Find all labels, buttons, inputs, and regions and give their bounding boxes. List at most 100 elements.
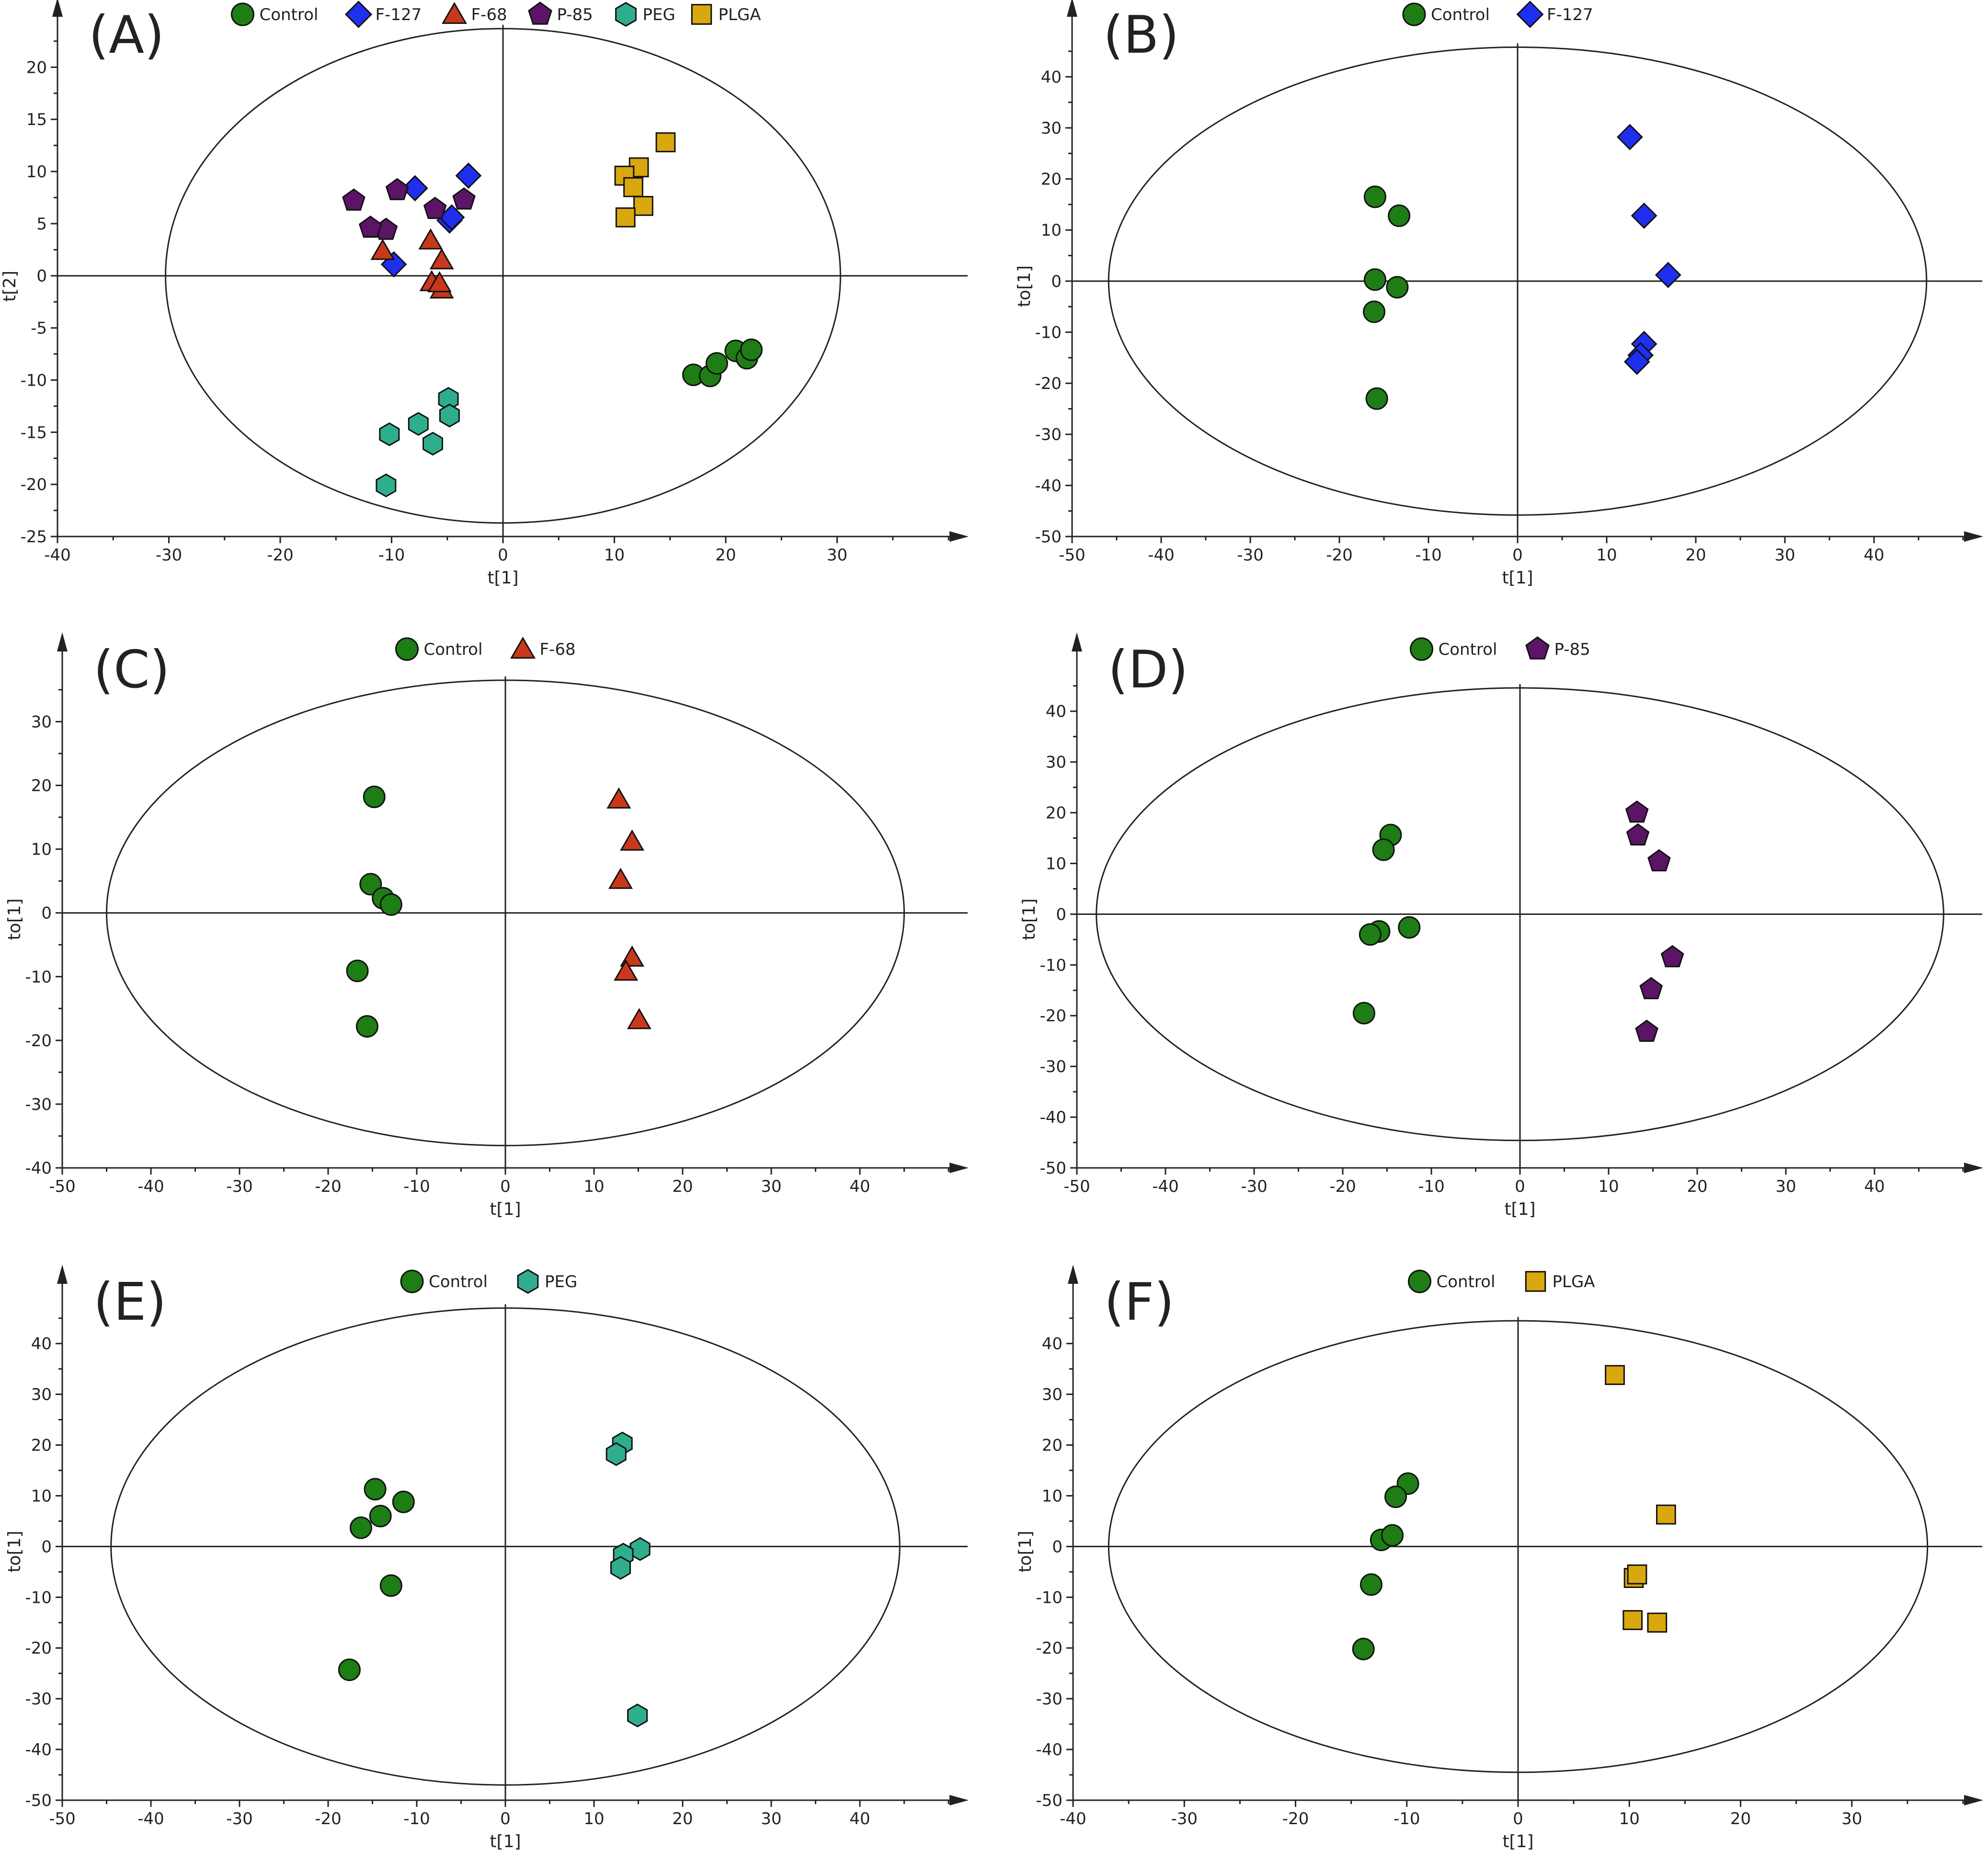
panel-b: -50 -40 -30 -20 -10 0 10 20 30 40 -50 -40 -30 -20 -10 0… bbox=[1015, 0, 1983, 588]
legend-label: PLGA bbox=[719, 5, 761, 24]
y-tick-label: -40 bbox=[25, 1740, 52, 1759]
data-point bbox=[1639, 977, 1663, 999]
data-point bbox=[1352, 1002, 1375, 1025]
x-tick-label: 20 bbox=[715, 546, 736, 565]
x-tick-label: -20 bbox=[1329, 1177, 1356, 1196]
x-tick-label: 30 bbox=[1841, 1809, 1862, 1828]
legend-label: F-127 bbox=[376, 5, 422, 24]
series-control bbox=[1363, 185, 1411, 410]
legend-label: P-85 bbox=[557, 5, 593, 24]
x-tick-label: -20 bbox=[315, 1177, 342, 1196]
legend-label: Control bbox=[429, 1272, 488, 1291]
y-axis-arrow bbox=[57, 1265, 68, 1284]
x-tick-label: 0 bbox=[1513, 1809, 1523, 1828]
x-tick-label: 40 bbox=[1864, 1177, 1885, 1196]
x-tick-label: 40 bbox=[849, 1177, 870, 1196]
data-point bbox=[392, 1490, 415, 1513]
data-point bbox=[1363, 300, 1386, 323]
series-peg bbox=[606, 1431, 651, 1727]
x-tick-label: 10 bbox=[583, 1809, 604, 1828]
series-f-68 bbox=[606, 787, 651, 1029]
y-tick-label: -10 bbox=[1035, 323, 1062, 342]
y-tick-label: -50 bbox=[25, 1791, 52, 1810]
y-tick-label: -20 bbox=[1040, 1006, 1066, 1026]
y-tick-label: 10 bbox=[1042, 1486, 1063, 1506]
y-tick-label: -20 bbox=[25, 1639, 52, 1658]
series-control bbox=[1352, 1472, 1419, 1660]
y-axis-arrow bbox=[57, 632, 68, 651]
y-axis-label: t[2] bbox=[0, 271, 20, 302]
y-tick-label: 20 bbox=[26, 58, 47, 77]
y-tick-label: -10 bbox=[1036, 1588, 1063, 1607]
x-tick-label: -10 bbox=[378, 546, 405, 565]
x-tick-label: -40 bbox=[137, 1177, 164, 1196]
legend-marker bbox=[1410, 637, 1433, 661]
y-axis-label: to[1] bbox=[5, 1531, 24, 1572]
y-tick-label: 20 bbox=[31, 1436, 52, 1455]
x-tick-label: 10 bbox=[1619, 1809, 1640, 1828]
hotelling-ellipse bbox=[165, 28, 841, 524]
data-point bbox=[355, 1015, 378, 1038]
data-point bbox=[633, 196, 653, 216]
data-point bbox=[610, 1556, 631, 1580]
x-tick-label: 10 bbox=[1598, 1177, 1619, 1196]
panel-c: -50 -40 -30 -20 -10 0 10 20 30 40-40-30-20-100102… bbox=[5, 632, 969, 1219]
y-tick-label: -10 bbox=[20, 371, 47, 390]
data-point bbox=[1647, 1612, 1668, 1633]
legend-label: PLGA bbox=[1553, 1272, 1595, 1291]
legend: Control PEG bbox=[400, 1269, 577, 1294]
y-tick-label: 0 bbox=[1056, 905, 1066, 924]
y-tick-label: -50 bbox=[1040, 1159, 1066, 1178]
y-tick-label: -30 bbox=[25, 1690, 52, 1709]
data-point bbox=[349, 1516, 372, 1539]
y-tick-label: -50 bbox=[1036, 1791, 1063, 1810]
legend-marker bbox=[1516, 0, 1544, 28]
y-tick-label: -10 bbox=[1040, 956, 1066, 975]
x-tick-label: 20 bbox=[672, 1177, 693, 1196]
x-tick-label: 10 bbox=[604, 546, 625, 565]
data-point bbox=[1622, 1610, 1643, 1630]
data-point bbox=[1635, 1019, 1658, 1042]
legend-label: PEG bbox=[545, 1272, 577, 1291]
data-point bbox=[1365, 387, 1388, 410]
data-point bbox=[452, 187, 476, 210]
x-tick-label: -50 bbox=[1059, 546, 1085, 565]
x-tick-label: 20 bbox=[1730, 1809, 1751, 1828]
data-point bbox=[606, 787, 631, 809]
hotelling-ellipse bbox=[1108, 46, 1928, 516]
y-tick-label: -40 bbox=[1036, 1740, 1063, 1759]
y-tick-label: -20 bbox=[25, 1031, 52, 1051]
data-point bbox=[1627, 1564, 1647, 1585]
y-tick-label: 30 bbox=[1046, 753, 1066, 772]
series-plga bbox=[1605, 1365, 1676, 1633]
y-tick-label: 10 bbox=[31, 840, 52, 859]
series-control bbox=[346, 785, 402, 1038]
y-tick-label: -5 bbox=[31, 319, 47, 338]
data-point bbox=[1660, 945, 1684, 968]
y-tick-label: 40 bbox=[1042, 1335, 1063, 1354]
x-tick-label: -40 bbox=[1060, 1809, 1086, 1828]
data-point bbox=[408, 412, 429, 436]
data-point bbox=[627, 1703, 648, 1727]
y-tick-label: 20 bbox=[1046, 804, 1066, 823]
series-peg bbox=[376, 387, 460, 498]
panel-label: (F) bbox=[1104, 1272, 1174, 1332]
y-tick-label: -20 bbox=[20, 475, 47, 494]
y-tick-label: 0 bbox=[36, 267, 47, 286]
legend-marker bbox=[517, 1269, 539, 1294]
legend-marker bbox=[395, 637, 419, 661]
legend: Control F-68 bbox=[395, 636, 576, 661]
legend-label: Control bbox=[1431, 5, 1490, 24]
data-point bbox=[418, 228, 443, 250]
data-point bbox=[429, 248, 454, 270]
y-tick-label: -40 bbox=[25, 1159, 52, 1178]
x-tick-label: 30 bbox=[827, 546, 847, 565]
data-point bbox=[1372, 838, 1395, 861]
panel-label: (E) bbox=[93, 1272, 167, 1332]
legend-marker bbox=[344, 0, 373, 28]
data-point bbox=[1363, 185, 1386, 208]
series-p-85 bbox=[1625, 800, 1684, 1042]
panel-e: -50 -40 -30 -20 -10 0 10 20 30 40 -50 -40 -30 -20 -10 0… bbox=[5, 1265, 969, 1851]
x-tick-label: -30 bbox=[226, 1809, 253, 1828]
y-tick-label: -10 bbox=[25, 968, 52, 987]
